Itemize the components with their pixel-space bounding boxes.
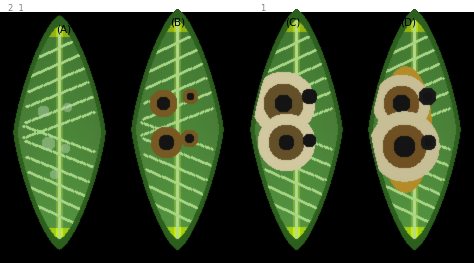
Text: (D): (D) <box>401 17 417 27</box>
Text: 2  1: 2 1 <box>8 4 24 13</box>
Text: 1: 1 <box>260 4 265 13</box>
Text: (C): (C) <box>285 17 301 27</box>
Text: (B): (B) <box>170 17 185 27</box>
Text: (A): (A) <box>56 24 72 34</box>
